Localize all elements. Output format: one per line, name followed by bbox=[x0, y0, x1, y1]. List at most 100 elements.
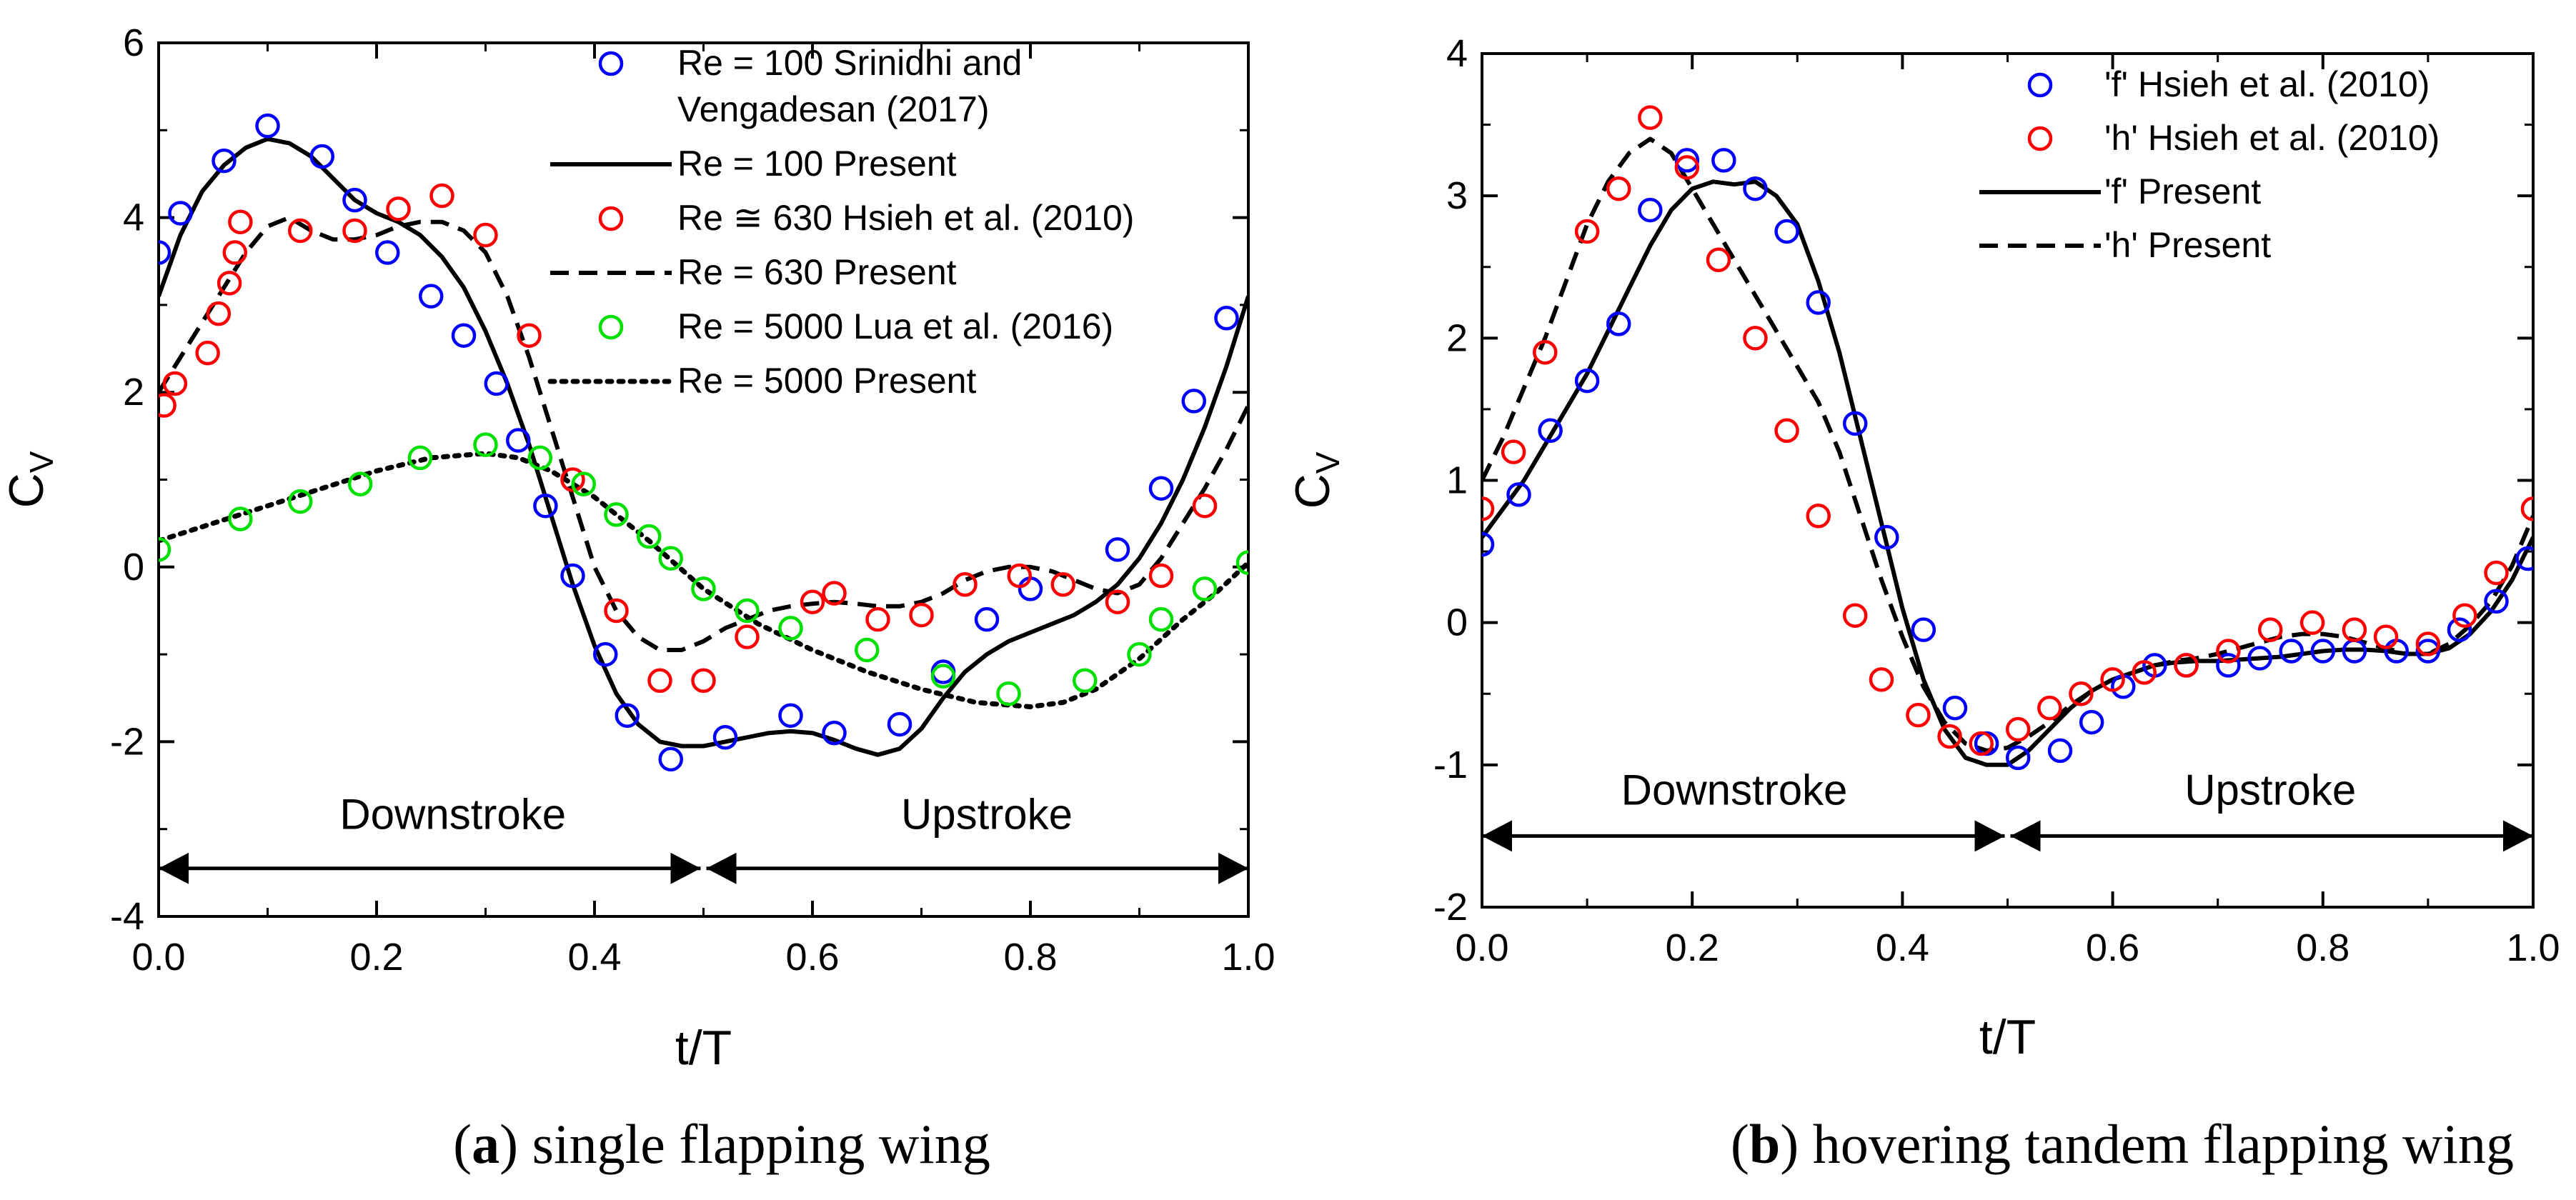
data-point bbox=[1050, 572, 1075, 597]
x-tick-label: 0.6 bbox=[785, 936, 839, 979]
data-point bbox=[637, 524, 662, 549]
data-point bbox=[604, 598, 629, 624]
x-tick-label: 1.0 bbox=[1221, 936, 1275, 979]
data-point bbox=[1007, 563, 1032, 589]
legend-marker bbox=[598, 314, 624, 340]
data-point bbox=[217, 271, 242, 296]
data-point bbox=[1482, 531, 1495, 557]
caption-text: ) single flapping wing bbox=[499, 1113, 990, 1175]
data-point bbox=[822, 581, 847, 606]
chart-panel-b: 0.0 0.2 0.4 0.6 0.8 1.0 -2 -1 0 1 2 3 4 t/T CV Downstro… bbox=[1285, 32, 2560, 1175]
y-tick-label: -4 bbox=[110, 895, 144, 938]
series-line bbox=[159, 215, 1248, 652]
data-point bbox=[1574, 368, 1600, 394]
y-tick-label: 2 bbox=[123, 371, 144, 414]
data-point bbox=[228, 209, 253, 234]
data-point bbox=[2415, 639, 2441, 664]
data-point bbox=[407, 445, 433, 471]
data-layer bbox=[1482, 105, 2533, 771]
legend-label: 'f' Hsieh et al. (2010) bbox=[2104, 64, 2430, 104]
data-point bbox=[2515, 546, 2533, 571]
data-layer bbox=[159, 113, 1248, 772]
data-point bbox=[1105, 589, 1130, 614]
data-point bbox=[342, 187, 367, 213]
y-axis-title-subscript: V bbox=[1309, 451, 1346, 474]
data-point bbox=[2047, 738, 2073, 764]
data-point bbox=[1606, 311, 1631, 336]
data-point bbox=[953, 572, 978, 597]
legend: Re = 100 Srinidhi and Vengadesan (2017) Re… bbox=[547, 43, 1134, 401]
data-point bbox=[712, 725, 738, 750]
data-point bbox=[375, 240, 400, 265]
data-point bbox=[159, 537, 171, 562]
y-tick-label: 0 bbox=[1446, 601, 1468, 644]
y-tick-label: 2 bbox=[1446, 316, 1468, 359]
caption-open-paren: ( bbox=[1731, 1113, 1749, 1175]
data-point bbox=[386, 196, 411, 221]
legend-label: 'h' Hsieh et al. (2010) bbox=[2104, 118, 2440, 158]
data-point bbox=[1148, 476, 1174, 501]
data-point bbox=[2258, 617, 2283, 642]
data-point bbox=[1127, 641, 1152, 667]
legend-label: 'h' Present bbox=[2104, 225, 2271, 265]
data-point bbox=[2520, 496, 2533, 521]
y-tick-label: 3 bbox=[1446, 174, 1468, 217]
data-point bbox=[1674, 155, 1700, 180]
data-point bbox=[212, 148, 237, 174]
data-point bbox=[168, 201, 193, 226]
data-point bbox=[1674, 148, 1700, 173]
data-point bbox=[1842, 411, 1868, 436]
data-point bbox=[822, 720, 847, 746]
data-point bbox=[506, 428, 531, 453]
data-point bbox=[159, 240, 171, 265]
data-point bbox=[484, 371, 509, 396]
phase-arrow-head bbox=[1482, 820, 1512, 852]
legend-label: Re ≅ 630 Hsieh et al. (2010) bbox=[677, 198, 1134, 238]
y-axis-title: CV bbox=[0, 451, 60, 508]
x-tick-label: 0.8 bbox=[2296, 926, 2349, 969]
data-point bbox=[2037, 695, 2062, 721]
caption-letter: b bbox=[1749, 1113, 1780, 1175]
legend-label: 'f' Present bbox=[2104, 171, 2261, 211]
data-point bbox=[222, 240, 247, 265]
data-point bbox=[800, 589, 825, 614]
data-point bbox=[1906, 702, 1931, 728]
data-point bbox=[1638, 197, 1663, 223]
data-point bbox=[1937, 724, 1962, 749]
y-axis-title-subscript: V bbox=[23, 451, 60, 473]
y-tick-label: -1 bbox=[1433, 744, 1468, 786]
caption-open-paren: ( bbox=[453, 1113, 472, 1175]
data-point bbox=[615, 703, 640, 728]
x-tick-label: 0.4 bbox=[567, 936, 621, 979]
phase-arrow-head bbox=[2503, 820, 2533, 852]
data-point bbox=[1073, 668, 1098, 694]
data-point bbox=[1969, 731, 1994, 756]
data-point bbox=[473, 432, 498, 457]
data-point bbox=[1181, 389, 1206, 414]
data-point bbox=[2279, 639, 2304, 664]
data-point bbox=[206, 301, 232, 326]
x-tick-label: 0.0 bbox=[131, 936, 185, 979]
phase-arrow-head bbox=[159, 852, 189, 884]
data-point bbox=[974, 606, 1000, 632]
x-tick-label: 1.0 bbox=[2506, 926, 2560, 969]
data-point bbox=[2452, 603, 2477, 628]
data-point bbox=[2415, 631, 2441, 656]
data-point bbox=[1148, 606, 1174, 632]
caption: (b) hovering tandem flapping wing bbox=[1731, 1113, 2514, 1175]
y-tick-label: 4 bbox=[123, 196, 144, 239]
phase-arrow-head bbox=[1974, 820, 2005, 852]
data-point bbox=[527, 445, 552, 471]
data-point bbox=[255, 113, 280, 139]
legend-label-line2: Vengadesan (2017) bbox=[677, 89, 989, 129]
data-point bbox=[1806, 504, 1831, 529]
data-point bbox=[604, 502, 629, 527]
data-point bbox=[560, 467, 585, 492]
data-point bbox=[1706, 247, 1731, 273]
y-tick-label: 0 bbox=[123, 546, 144, 589]
data-point bbox=[2373, 624, 2399, 649]
series-line bbox=[159, 451, 1248, 709]
data-point bbox=[2079, 709, 2104, 735]
data-point bbox=[1148, 563, 1174, 589]
data-point bbox=[2247, 646, 2272, 671]
